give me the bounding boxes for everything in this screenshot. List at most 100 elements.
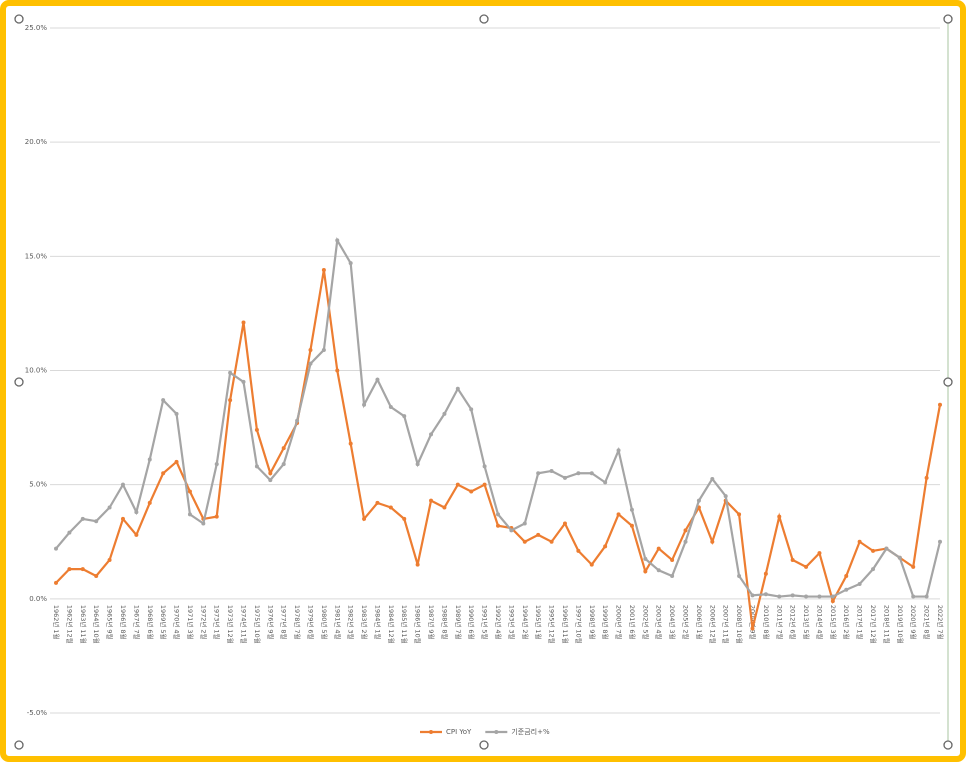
point [629,523,634,528]
x-tick-label: 1979년 6월 [306,605,315,640]
x-tick-label: 1981년 4월 [333,605,342,640]
point [120,516,125,521]
handle[interactable] [943,14,953,24]
x-tick-label: 2017년 1월 [856,605,865,640]
point [241,379,246,384]
point [589,471,594,476]
x-tick-label: 2021년 8월 [923,605,932,640]
x-tick-label: 2004년 3월 [668,605,677,640]
handle[interactable] [479,14,489,24]
x-tick-label: 1984년 1월 [373,605,382,640]
point [536,471,541,476]
point [107,558,112,563]
x-tick-label: 2003년 4월 [655,605,664,640]
point [589,562,594,567]
point [455,482,460,487]
point [134,510,139,515]
point [576,471,581,476]
point [522,539,527,544]
point [938,539,942,544]
x-tick-label: 1975년 10월 [253,605,262,644]
point [844,587,849,592]
x-tick-label: 1962년 1월 [52,605,61,640]
handle[interactable] [479,740,489,750]
point [429,432,434,437]
x-tick-label: 1985년 11월 [400,605,409,644]
x-tick-label: 1976년 9월 [266,605,275,640]
point [348,261,353,266]
point [187,489,192,494]
point [536,532,541,537]
point [375,500,380,505]
y-tick-label: 25.0% [25,24,48,32]
point [80,567,85,572]
point [214,462,219,467]
point [469,407,474,412]
x-tick-label: 2012년 6월 [789,605,798,640]
point [857,581,862,586]
x-tick-label: 2017년 12월 [869,605,878,644]
x-tick-label: 2000년 7월 [615,605,624,640]
point [415,562,420,567]
point [348,441,353,446]
x-tick-label: 1990년 6월 [467,605,476,640]
x-tick-label: 1996년 11월 [561,605,570,644]
x-tick-label: 2010년 8월 [762,605,771,640]
point [429,498,434,503]
point [67,567,72,572]
point [281,462,286,467]
point [228,398,233,403]
point [830,599,835,604]
point [737,574,742,578]
x-tick-label: 2006년 1월 [695,605,704,640]
handle[interactable] [14,377,24,387]
point [710,476,715,481]
x-tick-label: 1972년 2월 [199,605,208,640]
x-tick-label: 1989년 7월 [454,605,463,640]
x-tick-label: 2014년 4월 [815,605,824,640]
point [804,594,809,599]
point [375,377,380,382]
y-tick-label: 15.0% [25,252,48,260]
x-tick-label: 1977년 8월 [280,605,289,640]
point [54,546,58,551]
handle[interactable] [943,740,953,750]
point [362,516,367,521]
x-tick-label: 1993년 3월 [507,605,516,640]
point [643,556,648,561]
point [616,512,621,517]
point [549,539,554,544]
y-tick-label: 5.0% [29,481,47,489]
point [710,539,715,544]
point [295,418,300,423]
x-tick-label: 1974년 11월 [240,605,249,644]
point [938,402,942,407]
handle[interactable] [14,740,24,750]
x-tick-label: 1982년 3월 [347,605,356,640]
handle[interactable] [14,14,24,24]
point [763,571,768,576]
x-tick-label: 2013년 5월 [802,605,811,640]
legend-marker [494,730,499,734]
point [335,368,340,373]
point [562,475,567,480]
point [737,512,742,517]
point [147,457,152,462]
point [67,530,72,535]
point [482,464,487,469]
y-tick-label: -5.0% [27,709,48,717]
x-tick-label: 2015년 3월 [829,605,838,640]
handle[interactable] [943,377,953,387]
x-tick-label: 1964년 10월 [92,605,101,644]
point [147,500,152,505]
point [884,546,889,551]
x-tick-label: 1967년 7월 [132,605,141,640]
x-tick-label: 1992년 4월 [494,605,503,640]
point [750,626,755,631]
point [750,593,755,598]
point [254,464,259,469]
x-tick-label: 2020년 9월 [909,605,918,640]
point [268,471,273,476]
point [924,475,929,480]
